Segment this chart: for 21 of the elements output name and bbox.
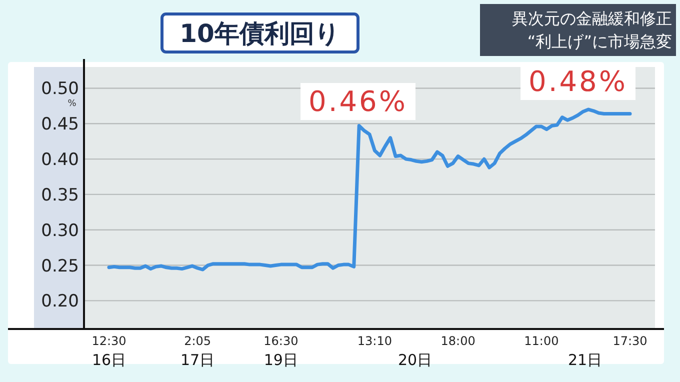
annotation: 0.46% [308, 85, 408, 118]
x-tick-label: 11:00 [524, 334, 559, 348]
x-tick-label: 18:00 [440, 334, 476, 348]
chart-subtitle: 異次元の金融緩和修正 “利上げ”に市場急変 [512, 9, 672, 51]
x-tick-label: 2:05 17日 [180, 334, 215, 369]
x-tick-label: 16:30 19日 [264, 334, 298, 369]
annotation: 0.48% [528, 65, 628, 98]
text: 21日 [568, 351, 602, 369]
y-tick-label: 0.40 [41, 150, 79, 170]
y-tick-label: 0.20 [41, 292, 79, 312]
x-tick-label: 12:30 16日 [92, 334, 126, 369]
y-tick-label: 0.30 [41, 220, 79, 241]
x-tick-label: 13:10 [357, 334, 392, 348]
y-tick-label: 0.35 [41, 185, 79, 206]
y-axis-title: % [68, 99, 77, 110]
x-tick-label: 17:30 [612, 334, 648, 348]
text: 20日 [398, 351, 432, 369]
y-tick-label: 0.50 [41, 79, 79, 100]
y-tick-label: 0.45 [41, 114, 79, 135]
chart-title: 10年債利回り [180, 19, 340, 48]
y-tick-label: 0.25 [41, 256, 79, 276]
